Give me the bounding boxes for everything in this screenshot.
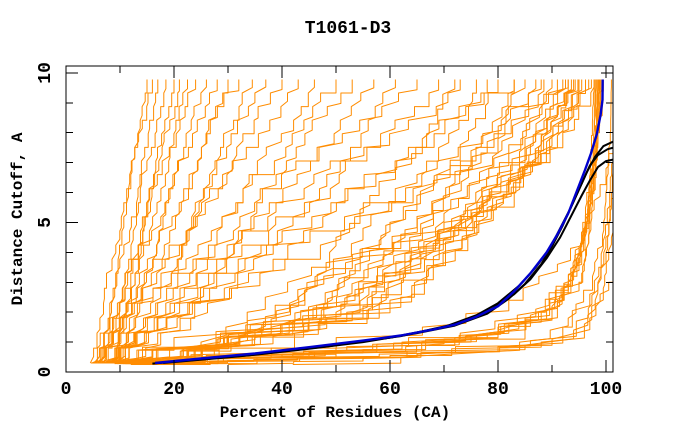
y-tick-label: 0 <box>36 367 56 378</box>
curve-orange-12 <box>106 79 240 364</box>
curve-orange-15 <box>90 79 283 364</box>
curve-orange-13 <box>110 79 253 364</box>
curve-orange-02 <box>93 79 153 364</box>
y-axis-label: Distance Cutoff, A <box>9 132 27 305</box>
curve-orange-34 <box>101 79 537 364</box>
curve-orange-47 <box>109 79 566 364</box>
curve-orange-61 <box>130 79 596 364</box>
curve-orange-25 <box>104 79 488 364</box>
curve-orange-67 <box>292 79 612 365</box>
curve-orange-04 <box>101 79 167 364</box>
x-tick-label: 40 <box>271 380 293 400</box>
curve-orange-23 <box>96 79 440 364</box>
x-tick-label: 80 <box>487 380 509 400</box>
tick-labels: 0 20 40 60 80 100 0 5 10 <box>36 62 622 400</box>
curve-blue-1 <box>154 79 604 365</box>
curve-orange-29 <box>98 79 456 364</box>
curve-orange-24 <box>100 79 461 364</box>
y-tick-label: 5 <box>36 217 56 228</box>
axis-ticks <box>65 66 613 373</box>
y-tick-label: 10 <box>36 62 56 84</box>
x-tick-label: 100 <box>590 380 622 400</box>
curve-orange-49 <box>101 79 576 364</box>
curve-orange-19 <box>105 79 353 364</box>
curve-orange-31 <box>109 79 499 364</box>
curve-orange-11 <box>102 79 229 364</box>
curve-orange-40 <box>113 79 575 364</box>
curve-orange-28 <box>115 79 569 364</box>
chart-title: T1061-D3 <box>305 19 391 39</box>
curve-orange-63 <box>128 79 598 364</box>
plot-frame <box>65 65 614 373</box>
curve-orange-45 <box>116 79 592 364</box>
x-tick-label: 0 <box>61 380 72 400</box>
curve-orange-36 <box>111 79 553 364</box>
curve-orange-01 <box>89 79 148 364</box>
curve-orange-16 <box>94 79 299 364</box>
curve-orange-46 <box>103 79 580 364</box>
frame-rect <box>65 65 614 373</box>
x-axis-label: Percent of Residues (CA) <box>220 404 450 422</box>
curve-orange-03 <box>97 79 159 364</box>
curve-orange-14 <box>114 79 267 364</box>
curve-orange-26 <box>108 79 515 364</box>
curve-orange-60 <box>122 79 600 365</box>
curve-orange-43 <box>105 79 586 364</box>
curve-orange-48 <box>114 79 595 364</box>
curves-layer <box>89 79 613 365</box>
curve-orange-09 <box>95 79 207 364</box>
curve-orange-27 <box>111 79 542 364</box>
curve-orange-35 <box>106 79 545 364</box>
curve-orange-65 <box>157 186 613 365</box>
x-tick-label: 20 <box>163 380 185 400</box>
curve-orange-57 <box>141 216 613 365</box>
curve-orange-64 <box>109 138 613 364</box>
x-tick-label: 60 <box>379 380 401 400</box>
curve-orange-32 <box>114 79 515 364</box>
curve-orange-50 <box>107 79 572 364</box>
